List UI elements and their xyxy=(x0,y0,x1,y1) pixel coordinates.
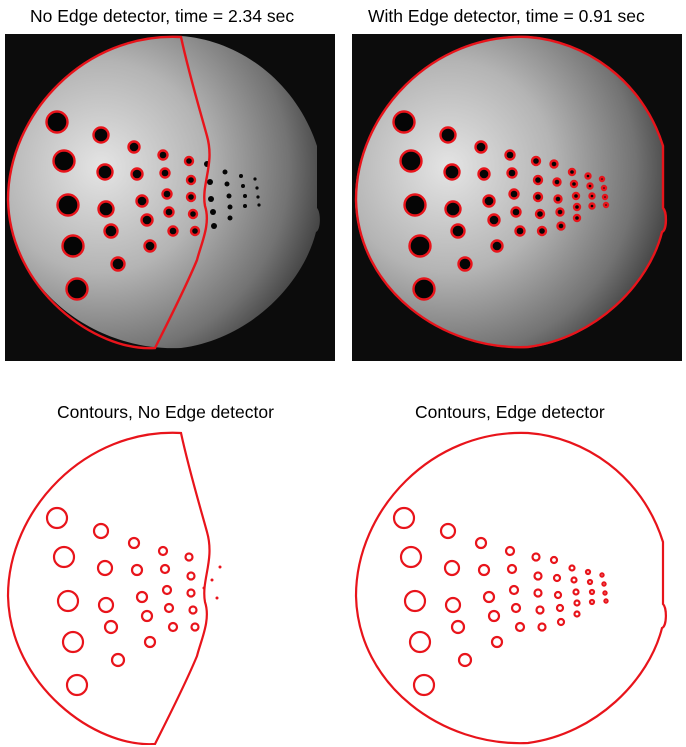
title-bottom-left: Contours, No Edge detector xyxy=(57,402,274,422)
dark-holes xyxy=(47,112,261,299)
contours-no-edge xyxy=(6,431,222,745)
contour-lines xyxy=(354,431,667,745)
image-edge xyxy=(352,34,682,361)
title-bottom-right: Contours, Edge detector xyxy=(415,402,605,422)
title-top-right: With Edge detector, time = 0.91 sec xyxy=(368,6,645,26)
panel-image-no-edge xyxy=(5,34,335,361)
segmentation-contour xyxy=(6,35,211,350)
panel-image-edge xyxy=(352,34,682,361)
panel-contours-edge xyxy=(352,430,682,745)
panel-contours-no-edge xyxy=(5,430,335,745)
contours-edge xyxy=(354,431,667,745)
segmentation-contour xyxy=(354,35,668,349)
contour-lines xyxy=(6,431,211,745)
contour-specks xyxy=(202,565,222,600)
image-no-edge xyxy=(5,34,335,361)
title-top-left: No Edge detector, time = 2.34 sec xyxy=(30,6,295,26)
